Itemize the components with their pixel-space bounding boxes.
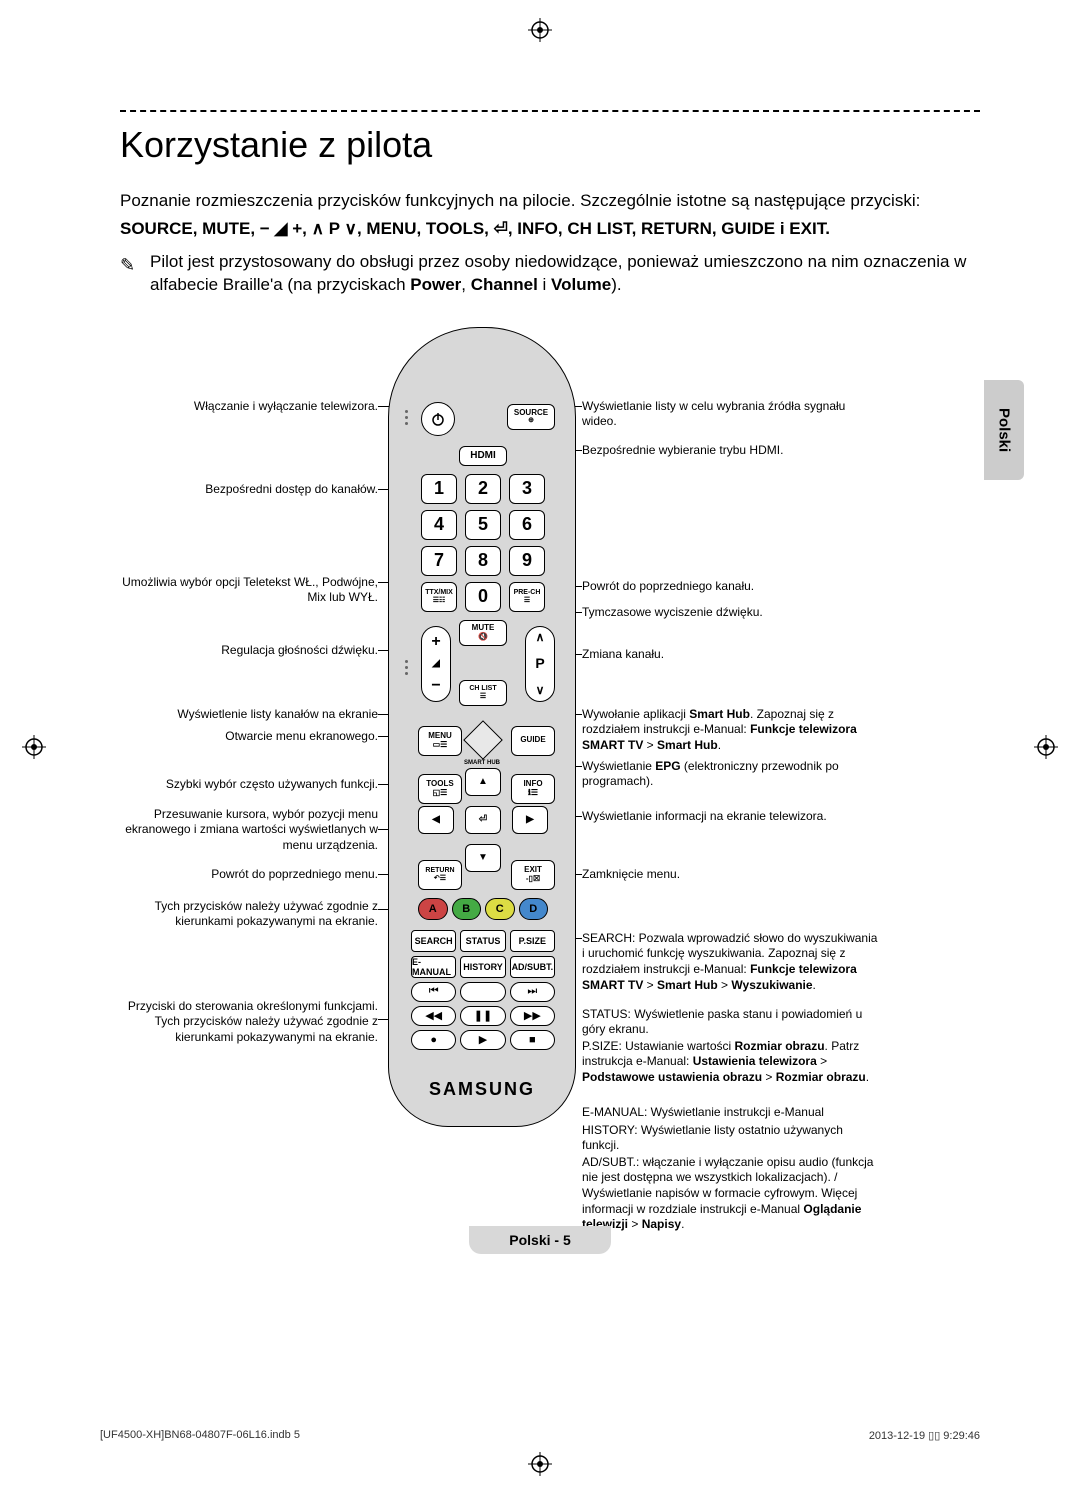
dpad-right: ▶	[512, 806, 548, 834]
intro-text: Poznanie rozmieszczenia przycisków funkc…	[120, 190, 980, 213]
media-rec: ●	[411, 1030, 456, 1050]
label-prech: Powrót do poprzedniego kanału.	[582, 579, 862, 595]
media-ff: ▶▶	[510, 1006, 555, 1026]
label-guide: Wyświetlanie EPG (elektroniczny przewodn…	[582, 759, 872, 790]
label-smarthub: Wywołanie aplikacji Smart Hub. Zapoznaj …	[582, 707, 872, 754]
label-media: Przyciski do sterowania określonymi funk…	[120, 999, 378, 1046]
label-menu: Otwarcie menu ekranowego.	[120, 729, 378, 745]
label-cursor: Przesuwanie kursora, wybór pozycji menu …	[120, 807, 378, 854]
media-play: ▶	[460, 1030, 505, 1050]
label-volume: Regulacja głośności dźwięku.	[120, 643, 378, 659]
button-list-text: SOURCE, MUTE, − ◢ +, ∧ P ∨, MENU, TOOLS,…	[120, 219, 980, 239]
dpad-down: ▼	[465, 844, 501, 872]
label-exit: Zamknięcie menu.	[582, 867, 872, 883]
media-stop: ■	[510, 1030, 555, 1050]
emanual-button: E-MANUAL	[411, 956, 456, 978]
menu-button: MENU▭☰	[418, 726, 462, 756]
dpad-enter: ⏎	[465, 806, 501, 834]
label-colors: Tych przycisków należy używać zgodnie z …	[120, 899, 378, 930]
label-hdmi: Bezpośrednie wybieranie trybu HDMI.	[582, 443, 862, 459]
source-button: SOURCE⊕	[507, 404, 555, 430]
braille-note: ✎ Pilot jest przystosowany do obsługi pr…	[120, 251, 980, 297]
label-search: SEARCH: Pozwala wprowadzić słowo do wysz…	[582, 931, 882, 993]
num-8: 8	[465, 546, 501, 576]
label-status: STATUS: Wyświetlenie paska stanu i powia…	[582, 1007, 882, 1038]
num-6: 6	[509, 510, 545, 540]
label-info: Wyświetlanie informacji na ekranie telew…	[582, 809, 872, 825]
dpad-up: ▲	[465, 768, 501, 796]
label-mute: Tymczasowe wyciszenie dźwięku.	[582, 605, 862, 621]
num-5: 5	[465, 510, 501, 540]
label-tools: Szybki wybór często używanych funkcji.	[120, 777, 378, 793]
power-button	[421, 402, 455, 436]
dpad-left: ◀	[418, 806, 454, 834]
channel-rocker: ∧ P ∨	[525, 626, 555, 702]
media-prev: ⏮	[411, 982, 456, 1002]
guide-button: GUIDE	[511, 726, 555, 756]
label-history: HISTORY: Wyświetlanie listy ostatnio uży…	[582, 1123, 882, 1154]
volume-rocker: + ◢ −	[421, 626, 451, 702]
hdmi-button: HDMI	[459, 446, 507, 466]
label-power: Włączanie i wyłączanie telewizora.	[120, 399, 378, 415]
media-next: ⏭	[510, 982, 555, 1002]
num-9: 9	[509, 546, 545, 576]
num-0: 0	[465, 582, 501, 612]
registration-mark-icon	[528, 18, 552, 42]
label-return: Powrót do poprzedniego menu.	[120, 867, 378, 883]
registration-mark-icon	[22, 735, 46, 759]
num-7: 7	[421, 546, 457, 576]
exit-button: EXIT-▯☒	[511, 860, 555, 890]
num-1: 1	[421, 474, 457, 504]
mute-button: MUTE🔇	[459, 620, 507, 646]
status-button: STATUS	[460, 930, 505, 952]
adsubt-button: AD/SUBT.	[510, 956, 555, 978]
page-footer: Polski - 5	[0, 1226, 1080, 1254]
color-a: A	[418, 898, 448, 920]
media-pause: ❚❚	[460, 1006, 505, 1026]
label-ttx: Umożliwia wybór opcji Teletekst WŁ., Pod…	[120, 575, 378, 606]
label-p: Zmiana kanału.	[582, 647, 862, 663]
psize-button: P.SIZE	[510, 930, 555, 952]
document-footer: [UF4500-XH]BN68-04807F-06L16.indb 5 2013…	[100, 1429, 980, 1442]
chlist-button: CH LIST☰	[459, 680, 507, 706]
remote-illustration: SOURCE⊕ HDMI 1 2 3 4 5 6 7 8 9 TTX/MIX☰☷…	[388, 327, 576, 1127]
label-source: Wyświetlanie listy w celu wybrania źródł…	[582, 399, 862, 430]
num-3: 3	[509, 474, 545, 504]
media-blank	[460, 982, 505, 1002]
page-title: Korzystanie z pilota	[120, 124, 980, 166]
history-button: HISTORY	[460, 956, 505, 978]
function-buttons: SEARCH STATUS P.SIZE E-MANUAL HISTORY AD…	[411, 930, 555, 1054]
media-rew: ◀◀	[411, 1006, 456, 1026]
color-buttons: A B C D	[418, 898, 548, 920]
label-adsubt: AD/SUBT.: włączanie i wyłączanie opisu a…	[582, 1155, 882, 1233]
search-button: SEARCH	[411, 930, 456, 952]
color-c: C	[485, 898, 515, 920]
num-2: 2	[465, 474, 501, 504]
return-button: RETURN↶☰	[418, 860, 462, 890]
language-tab: Polski	[984, 380, 1024, 480]
section-divider	[120, 110, 980, 112]
brand-logo: SAMSUNG	[389, 1079, 575, 1100]
smarthub-button	[463, 720, 503, 760]
ttx-button: TTX/MIX☰☷	[421, 582, 457, 612]
color-b: B	[452, 898, 482, 920]
label-chlist: Wyświetlenie listy kanałów na ekranie	[120, 707, 378, 723]
num-4: 4	[421, 510, 457, 540]
color-d: D	[519, 898, 549, 920]
registration-mark-icon	[528, 1452, 552, 1476]
label-psize: P.SIZE: Ustawianie wartości Rozmiar obra…	[582, 1039, 882, 1086]
smarthub-label: SMART HUB	[399, 760, 565, 766]
note-icon: ✎	[120, 253, 135, 277]
label-emanual: E-MANUAL: Wyświetlanie instrukcji e-Manu…	[582, 1105, 882, 1121]
prech-button: PRE-CH☰	[509, 582, 545, 612]
label-channels: Bezpośredni dostęp do kanałów.	[120, 482, 378, 498]
registration-mark-icon	[1034, 735, 1058, 759]
